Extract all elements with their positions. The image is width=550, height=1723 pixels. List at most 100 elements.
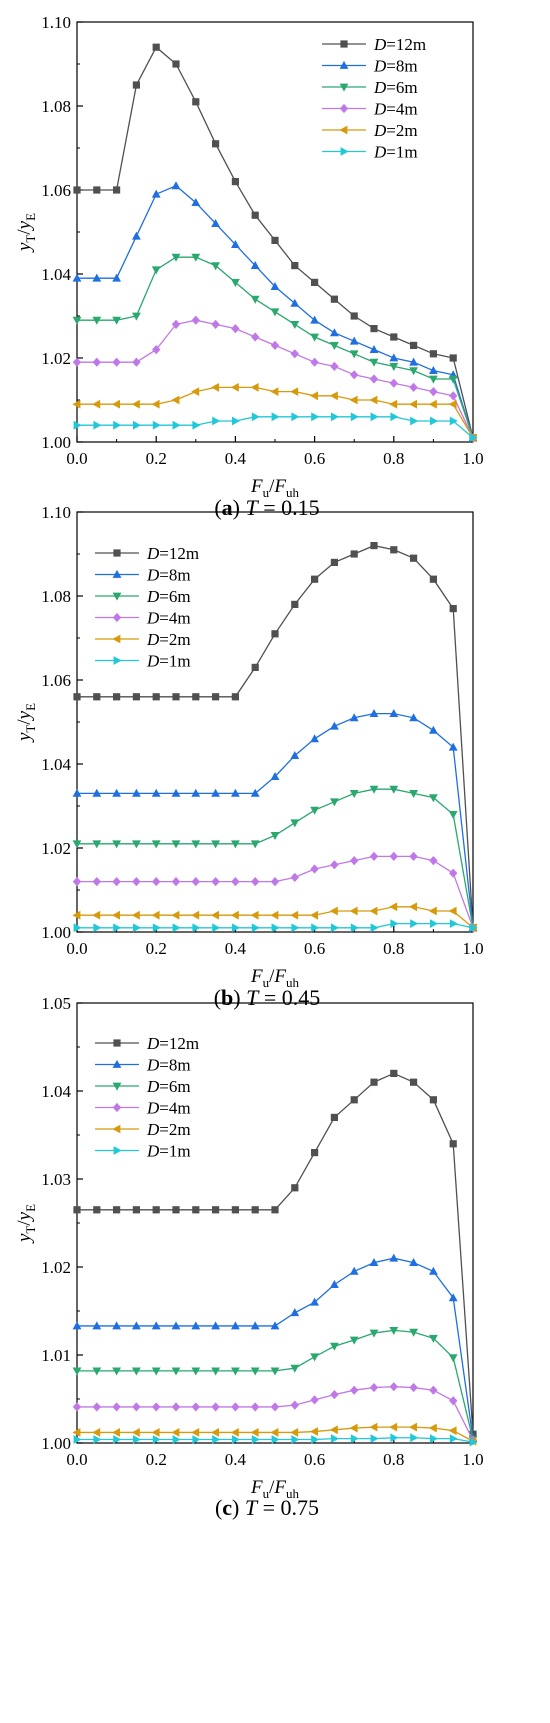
data-point [92, 273, 102, 282]
data-point [73, 1435, 82, 1444]
data-point [191, 387, 200, 396]
data-point [72, 273, 82, 282]
data-point [171, 253, 181, 262]
series-2m [72, 1422, 477, 1446]
legend-item: D=2m [95, 1120, 191, 1139]
series-6m [72, 1326, 478, 1445]
data-point [330, 328, 339, 337]
legend-label: D=1m [146, 652, 191, 671]
data-point [212, 416, 221, 426]
legend-label: D=8m [146, 566, 191, 585]
series-12m [73, 542, 477, 932]
data-point [92, 910, 101, 920]
data-point [192, 98, 200, 106]
data-point [350, 1434, 359, 1443]
data-point [231, 240, 240, 248]
data-point [271, 412, 280, 422]
data-point [250, 383, 259, 392]
data-point [389, 1422, 398, 1432]
data-point [112, 316, 121, 325]
data-point [390, 546, 398, 554]
data-point [73, 1206, 81, 1214]
data-point [349, 1423, 358, 1433]
data-point [339, 60, 349, 69]
data-point [410, 341, 418, 349]
series-line [77, 544, 474, 928]
data-point [389, 363, 399, 371]
data-point [171, 877, 181, 887]
data-point [290, 751, 300, 759]
chart-panel-b: 0.0 0.2 0.4 0.6 0.8 1.0 1.00 1.02 1.04 1.06 1.08 1.… [14, 503, 484, 1010]
x-tick-label: 0.2 [146, 1450, 167, 1469]
data-point [151, 840, 161, 849]
data-point [448, 375, 458, 384]
data-point [211, 1402, 220, 1412]
data-point [330, 860, 339, 870]
series-8m [72, 709, 478, 932]
data-point [211, 877, 220, 887]
data-point [290, 910, 299, 920]
data-point [409, 382, 418, 392]
data-point [191, 840, 201, 849]
data-point [331, 412, 339, 422]
data-point [231, 1367, 240, 1376]
data-point [92, 1402, 101, 1412]
data-point [448, 1293, 458, 1302]
data-point [151, 1367, 161, 1376]
data-point [152, 877, 161, 887]
legend-item: D=1m [322, 143, 418, 162]
data-point [171, 1402, 181, 1412]
data-point [93, 923, 102, 933]
y-tick-label: 1.02 [41, 1258, 71, 1277]
chart-panel-a: 0.0 0.2 0.4 0.6 0.8 1.0 1.00 1.02 1.04 1.06 1.08 1.… [14, 13, 484, 520]
data-point [369, 785, 379, 794]
panel-caption: (a) T = 0.15 [214, 495, 319, 520]
data-point [469, 433, 478, 443]
data-point [350, 412, 359, 422]
data-point [232, 923, 240, 933]
series-2m [72, 383, 477, 443]
legend-item: D=12m [322, 35, 426, 54]
data-point [311, 1435, 320, 1444]
data-point [92, 399, 101, 409]
legend-label: D=4m [146, 609, 191, 628]
data-point [92, 1367, 102, 1376]
data-point [113, 693, 121, 701]
data-point [211, 910, 219, 920]
data-point [191, 253, 201, 262]
data-point [192, 1435, 201, 1444]
data-point [290, 1308, 300, 1317]
x-tick-label: 0.2 [146, 449, 167, 468]
y-tick-label: 1.08 [41, 97, 71, 116]
data-point [430, 416, 438, 426]
data-point [409, 713, 418, 722]
data-point [231, 324, 240, 334]
data-point [73, 186, 81, 194]
data-point [409, 357, 418, 366]
data-point [449, 1140, 457, 1148]
data-point [389, 378, 398, 388]
data-point [132, 1206, 140, 1214]
y-tick-label: 1.06 [41, 181, 71, 200]
data-point [429, 725, 438, 734]
legend-item: D=12m [95, 544, 199, 563]
data-point [73, 693, 81, 701]
data-point [212, 1435, 221, 1444]
y-tick-label: 1.05 [41, 994, 71, 1013]
data-point [230, 910, 239, 920]
y-tick-label: 1.00 [41, 433, 71, 452]
legend-label: D=4m [146, 1099, 191, 1118]
data-point [389, 709, 399, 717]
data-point [330, 1113, 338, 1121]
data-point [349, 906, 358, 916]
y-tick-label: 1.00 [41, 1434, 71, 1453]
legend-label: D=12m [373, 35, 426, 54]
data-point [310, 1297, 319, 1306]
legend-item: D=2m [322, 121, 418, 140]
x-tick-label: 0.4 [225, 1450, 247, 1469]
data-point [449, 391, 458, 401]
data-point [132, 788, 141, 797]
data-point [310, 333, 319, 342]
legend-item: D=6m [95, 1077, 191, 1096]
data-point [349, 395, 358, 405]
